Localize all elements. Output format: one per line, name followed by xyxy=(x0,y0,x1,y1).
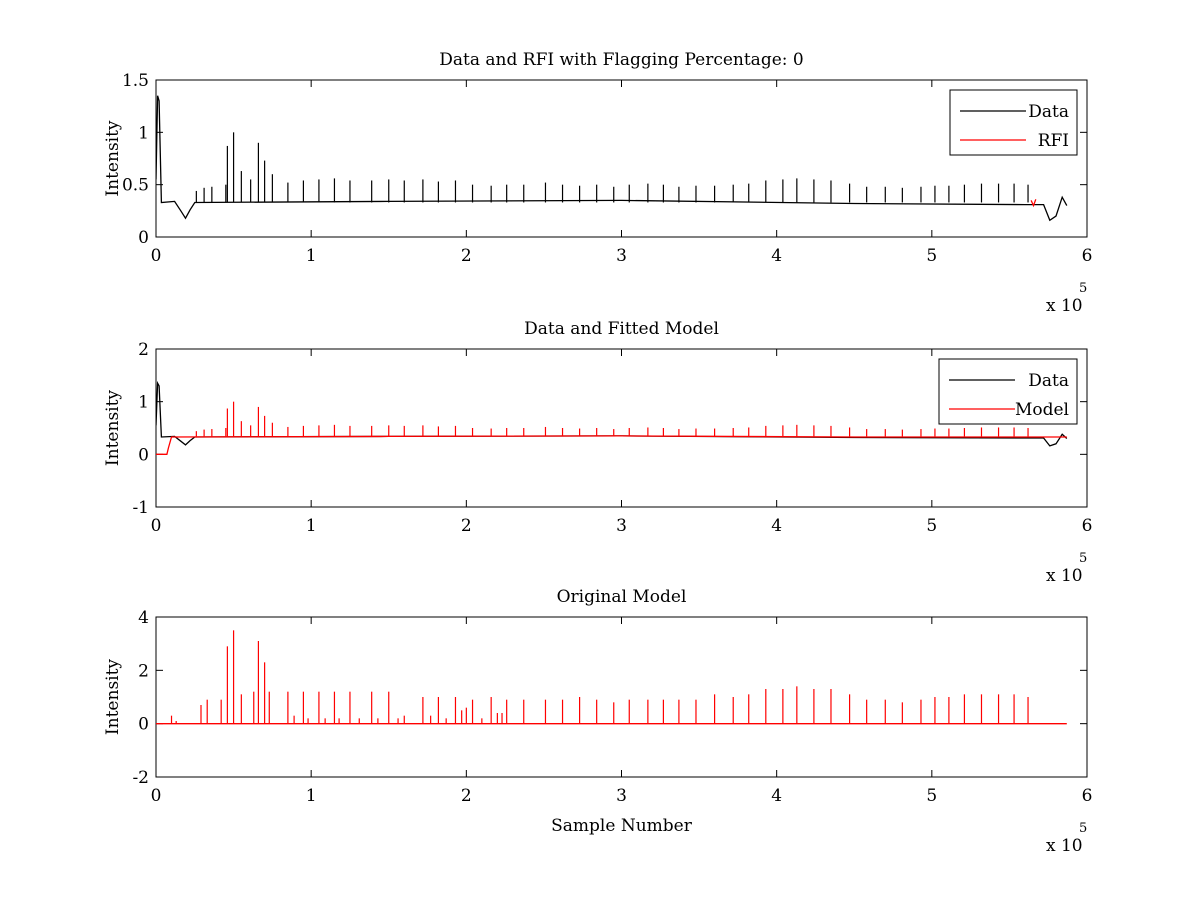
series-model xyxy=(156,401,1067,455)
x-tick-label: 0 xyxy=(151,516,162,536)
y-tick-label: 0 xyxy=(138,445,149,465)
series-line xyxy=(156,435,1067,455)
x-tick-label: 1 xyxy=(306,786,317,806)
x-tick-label: 5 xyxy=(926,246,937,266)
legend-box xyxy=(938,358,1078,425)
y-tick-label: 2 xyxy=(138,661,149,681)
axes-frame xyxy=(155,348,1088,508)
x-tick-label: 5 xyxy=(926,516,937,536)
legend-label: Data xyxy=(1028,371,1069,391)
series-line xyxy=(1030,199,1037,208)
subplot-1: 0 1 2 3 4 5 6 0 0.5 1 1.5 Data and RFI with Flaggin… xyxy=(103,50,1092,316)
y-tick-label: 0 xyxy=(138,715,149,735)
x-tick-label: 6 xyxy=(1082,246,1093,266)
y-tick-label: 2 xyxy=(138,340,149,360)
y-axis-label: Intensity xyxy=(103,659,123,735)
x-tick-label: 3 xyxy=(616,246,627,266)
x-tick-label: 1 xyxy=(306,246,317,266)
plot-area xyxy=(156,380,1068,455)
x-tick-label: 0 xyxy=(151,786,162,806)
y-tick-label: 0.5 xyxy=(122,176,149,196)
x-tick-label: 2 xyxy=(461,786,472,806)
x-tick-label: 3 xyxy=(616,516,627,536)
x-multiplier: x 10 xyxy=(1046,566,1083,586)
x-multiplier-exponent: 5 xyxy=(1079,281,1087,296)
x-tick-label: 5 xyxy=(926,786,937,806)
x-tick-label: 6 xyxy=(1082,786,1093,806)
chart-title: Original Model xyxy=(557,587,687,607)
x-tick-label: 3 xyxy=(616,786,627,806)
plot-area xyxy=(156,630,1067,725)
y-tick-label: 4 xyxy=(138,608,149,628)
x-tick-label: 1 xyxy=(306,516,317,536)
x-tick-label: 4 xyxy=(771,246,782,266)
x-multiplier: x 10 xyxy=(1046,836,1083,856)
legend-label: Data xyxy=(1028,102,1069,122)
series-data xyxy=(156,95,1068,222)
x-tick-label: 4 xyxy=(771,516,782,536)
legend-label: RFI xyxy=(1038,131,1069,151)
x-multiplier-exponent: 5 xyxy=(1079,551,1087,566)
x-multiplier-exponent: 5 xyxy=(1079,821,1087,836)
x-tick-label: 6 xyxy=(1082,516,1093,536)
chart-title: Data and Fitted Model xyxy=(524,319,719,339)
x-tick-label: 2 xyxy=(461,516,472,536)
axes-frame xyxy=(155,616,1088,778)
y-tick-label: 1 xyxy=(138,123,149,143)
y-axis-label: Intensity xyxy=(103,120,123,196)
x-tick-label: 0 xyxy=(151,246,162,266)
series-model xyxy=(156,630,1067,725)
x-tick-label: 4 xyxy=(771,786,782,806)
axes-frame xyxy=(155,79,1088,238)
y-tick-label: 1 xyxy=(138,393,149,413)
chart-title: Data and RFI with Flagging Percentage: 0 xyxy=(439,50,803,70)
y-tick-label: 1.5 xyxy=(122,71,149,91)
legend: Data Model xyxy=(938,358,1078,425)
y-axis-label: Intensity xyxy=(103,390,123,466)
legend-box xyxy=(949,89,1078,156)
y-tick-label: 0 xyxy=(138,228,149,248)
plot-area xyxy=(156,95,1068,222)
x-axis-label: Sample Number xyxy=(551,816,693,836)
x-multiplier: x 10 xyxy=(1046,296,1083,316)
legend-label: Model xyxy=(1015,400,1069,420)
y-tick-label: -2 xyxy=(132,768,149,788)
y-tick-label: -1 xyxy=(132,498,149,518)
legend: Data RFI xyxy=(949,89,1078,156)
series-line xyxy=(156,95,1068,222)
series-rfi xyxy=(1030,199,1037,208)
x-tick-label: 2 xyxy=(461,246,472,266)
